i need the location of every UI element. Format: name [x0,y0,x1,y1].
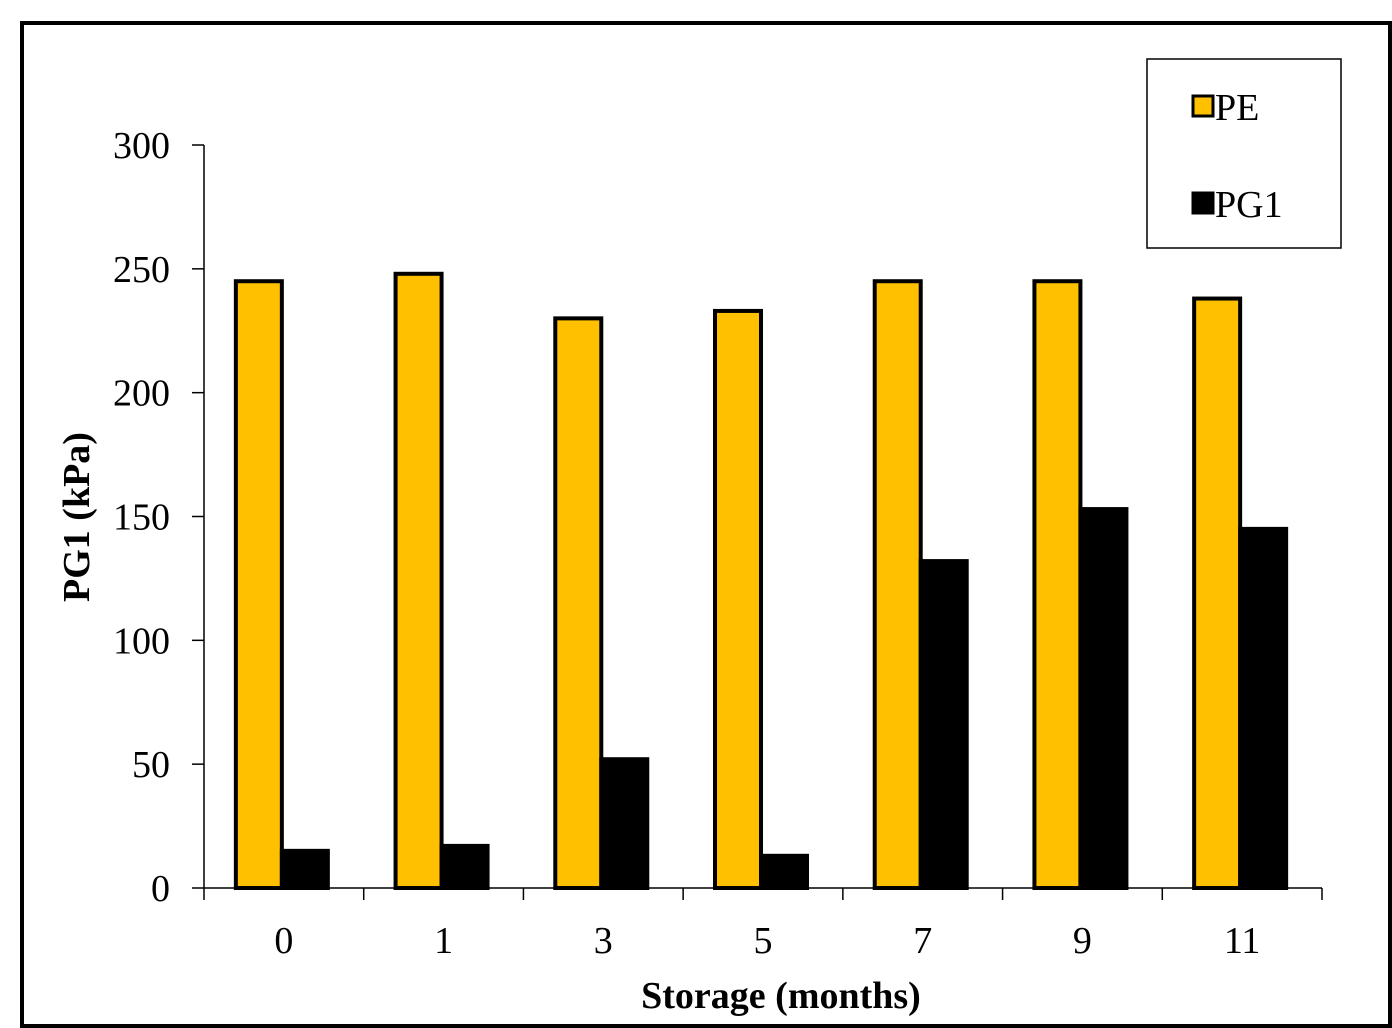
y-tick-label: 200 [113,373,170,415]
bar-pe-month-0 [233,279,284,890]
x-tick-label: 5 [754,920,773,962]
x-tick-label: 0 [274,920,293,962]
x-tick-label: 3 [594,920,613,962]
x-tick-label: 9 [1073,920,1092,962]
legend-label-pg1: PG1 [1215,184,1283,226]
bar-pg1-month-3 [599,757,650,890]
x-axis-title: Storage (months) [641,975,921,1017]
bar-pg1-month-7 [918,559,969,891]
legend-box [1146,58,1342,249]
x-tick-label: 1 [434,920,453,962]
x-axis-ticks: 0 1 3 5 7 9 11 [203,888,1323,962]
y-tick-label: 300 [113,125,170,167]
legend-swatch-pg1 [1191,191,1215,215]
bar-pe-month-7 [872,279,923,890]
bar-pe-month-11 [1192,296,1243,890]
x-tick-label: 11 [1224,920,1261,962]
bar-pe-month-3 [553,316,604,891]
bar-pe-month-5 [713,308,763,891]
bar-pg1-month-5 [759,853,809,891]
y-tick-label: 0 [151,868,170,910]
x-tick-label: 7 [913,920,932,962]
y-axis-title: PG1 (kPa) [56,432,98,602]
bar-pg1-month-1 [439,843,490,890]
bar-pg1-month-11 [1238,526,1289,891]
legend-swatch-pe [1191,94,1215,118]
legend: PE PG1 [1146,58,1342,249]
bar-pe-month-1 [393,271,444,890]
y-axis-ticks: 0 50 100 150 200 250 300 [113,125,204,910]
y-tick-label: 100 [113,620,170,662]
y-tick-label: 150 [113,497,170,539]
bar-pg1-month-0 [279,848,330,890]
plot-area: 0 50 100 150 200 250 300 0 1 3 5 7 9 11 [113,125,1323,962]
bar-pg1-month-9 [1078,507,1129,890]
bar-pe-month-9 [1032,279,1083,890]
bars-layer [233,271,1289,891]
y-tick-label: 250 [113,249,170,291]
y-tick-label: 50 [132,744,170,786]
legend-label-pe: PE [1215,87,1259,129]
